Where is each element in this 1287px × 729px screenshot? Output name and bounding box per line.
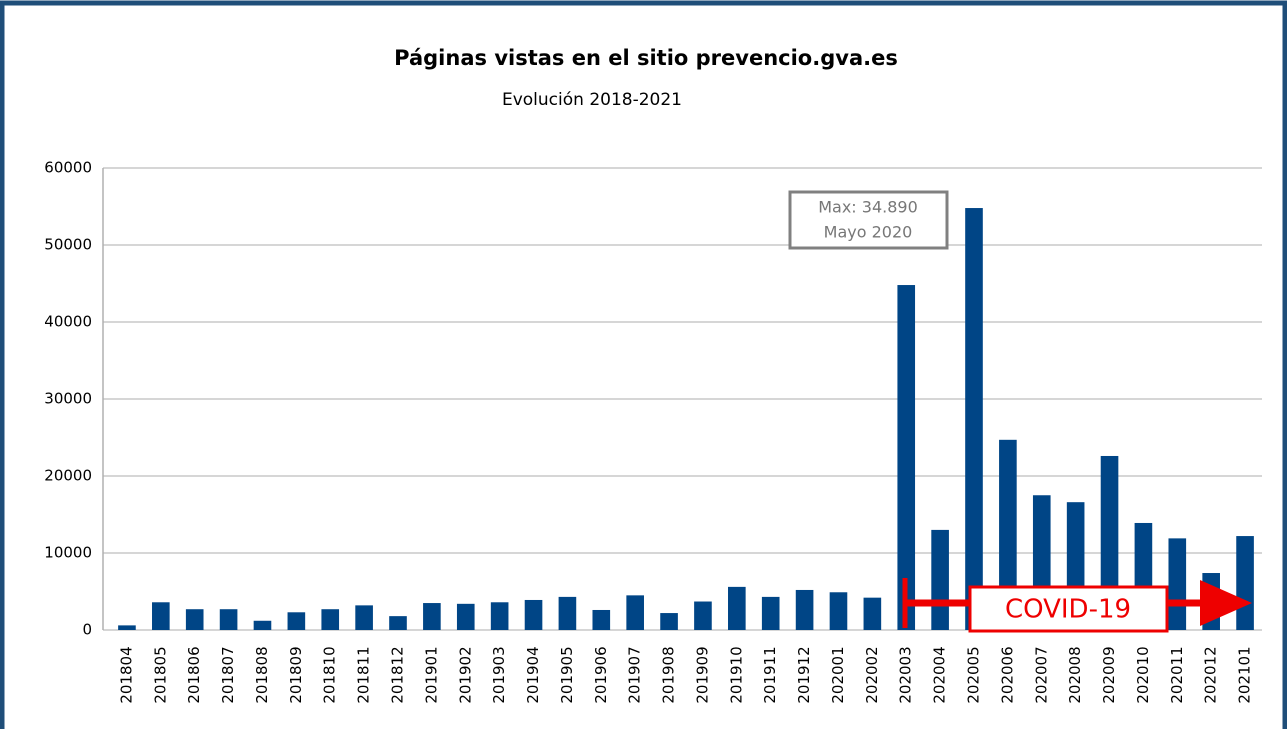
bar [253, 620, 272, 630]
bar [321, 609, 340, 630]
annotation-box [788, 190, 949, 250]
bar [660, 613, 678, 630]
bar [592, 609, 611, 630]
bar [118, 625, 136, 630]
annotation: Mayo 2020 [824, 223, 913, 242]
x-tick-label: 201903 [490, 646, 508, 703]
x-tick-label: 201907 [626, 646, 644, 703]
x-tick-label: 202004 [931, 646, 949, 703]
bar [626, 595, 644, 630]
covid-box [968, 585, 1169, 633]
bar [795, 589, 814, 630]
x-tick-label: 201807 [219, 646, 237, 703]
y-tick-label: 50000 [44, 236, 92, 254]
bar [389, 616, 407, 630]
bar [999, 439, 1017, 630]
bar [355, 605, 373, 630]
bar [185, 609, 204, 630]
x-tick-label: 201804 [117, 646, 135, 703]
bar [1168, 538, 1187, 630]
x-tick-label: 201911 [761, 646, 779, 703]
bar [1236, 536, 1254, 630]
x-tick-label: 201810 [321, 646, 339, 703]
x-tick-label: 202007 [1032, 646, 1050, 703]
x-tick-label: 201809 [287, 646, 305, 703]
bar [152, 602, 170, 630]
bar [219, 609, 238, 630]
bar [931, 529, 949, 630]
bar [829, 592, 848, 630]
x-tick-label: 201902 [456, 646, 474, 703]
bar [287, 612, 306, 630]
bar [761, 596, 780, 630]
bar [456, 603, 475, 630]
x-tick-label: 201906 [592, 646, 610, 703]
x-tick-label: 201909 [693, 646, 711, 703]
x-tick-label: 201812 [389, 646, 407, 703]
bar [897, 285, 916, 630]
arrow-head [1200, 580, 1252, 626]
x-tick-label: 201905 [558, 646, 576, 703]
x-tick-label: 202012 [1202, 646, 1220, 703]
x-tick-label: 202003 [897, 646, 915, 703]
bar [490, 602, 509, 630]
chart-title: Páginas vistas en el sitio prevencio.gva… [394, 46, 898, 70]
x-tick-label: 201811 [355, 646, 373, 703]
bar [423, 603, 441, 630]
x-tick-label: 202001 [829, 646, 847, 703]
y-tick-label: 10000 [44, 544, 92, 562]
x-tick-label: 202010 [1134, 646, 1152, 703]
x-tick-label: 201805 [151, 646, 169, 703]
x-tick-label: 202101 [1236, 646, 1254, 703]
x-tick-label: 202006 [998, 646, 1016, 703]
x-tick-label: 201912 [795, 646, 813, 703]
bar [863, 597, 882, 630]
y-tick-label: 0 [82, 621, 92, 639]
bar [728, 586, 746, 630]
x-tick-label: 201904 [524, 646, 542, 703]
x-tick-label: 201908 [660, 646, 678, 703]
x-tick-label: 202005 [965, 646, 983, 703]
annotation: Max: 34.890 [818, 198, 918, 217]
bar [524, 599, 543, 630]
y-tick-label: 20000 [44, 467, 92, 485]
x-tick-label: 201901 [422, 646, 440, 703]
bar [965, 208, 983, 631]
x-tick-label: 202011 [1168, 646, 1186, 703]
bar [558, 596, 577, 630]
x-tick-label: 202002 [863, 646, 881, 703]
x-tick-label: 201910 [727, 646, 745, 703]
y-tick-label: 40000 [44, 313, 92, 331]
bar [694, 601, 712, 630]
y-tick-label: 60000 [44, 159, 92, 177]
x-tick-label: 201808 [253, 646, 271, 703]
y-tick-label: 30000 [44, 390, 92, 408]
x-tick-label: 202008 [1066, 646, 1084, 703]
x-tick-label: 202009 [1100, 646, 1118, 703]
chart-subtitle: Evolución 2018-2021 [502, 90, 682, 110]
covid-label: COVID-19 [1005, 595, 1131, 625]
x-tick-label: 201806 [185, 646, 203, 703]
